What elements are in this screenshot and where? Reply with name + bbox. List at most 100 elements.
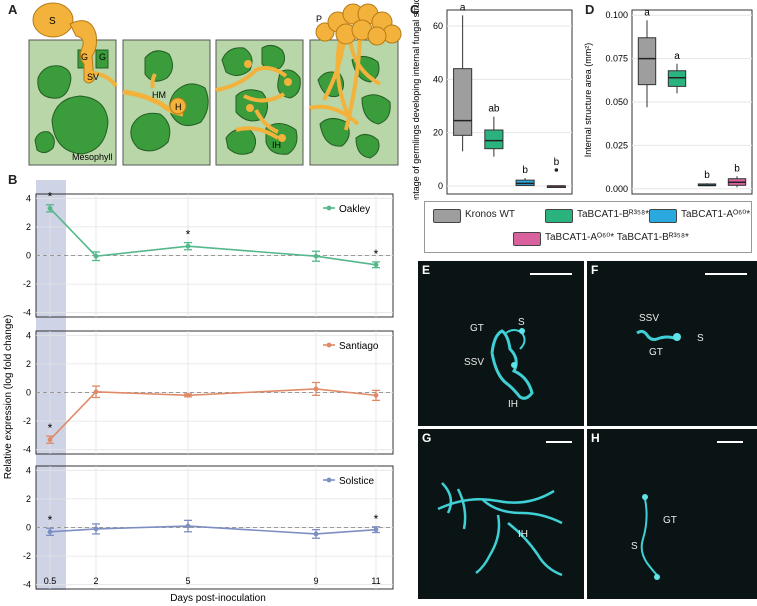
box-y-tick-label: 0 <box>438 181 443 191</box>
f-label-gt: GT <box>649 347 663 358</box>
stage-4-fungus <box>309 39 381 131</box>
b-data-point <box>47 205 53 211</box>
panel-letter-e: E <box>422 263 431 277</box>
b-y-tick-label: 0 <box>26 523 31 533</box>
hyphae-e <box>490 328 534 400</box>
panel-letter-f: F <box>591 263 599 277</box>
legend-swatch-kronos <box>433 209 461 223</box>
box-y-tick-label: 0.025 <box>605 140 628 150</box>
box-y-tick-label: 0.050 <box>605 97 628 107</box>
panel-c-boxplot: Percentage of germlings developing inter… <box>411 0 573 200</box>
label-sv: SV <box>87 72 99 82</box>
f-label-ssv: SSV <box>639 313 660 324</box>
box-y-tick-label: 0.075 <box>605 54 628 64</box>
box-body <box>453 68 473 136</box>
b-y-tick-label: 2 <box>26 359 31 369</box>
micrograph-g: G IH <box>418 429 584 599</box>
b-significance-star: * <box>374 512 379 526</box>
b-legend-dot <box>326 342 332 348</box>
hyphae-f <box>636 329 681 341</box>
b-data-point <box>313 253 319 259</box>
e-label-gt: GT <box>470 323 484 334</box>
b-data-point <box>185 392 191 398</box>
b-data-point <box>47 529 53 535</box>
b-x-axis-label: Days post-inoculation <box>170 593 266 604</box>
b-data-point <box>93 389 99 395</box>
panel-letter-d: D <box>585 2 595 17</box>
box-body <box>637 37 657 86</box>
b-x-tick-label: 11 <box>371 576 380 586</box>
stage-2-fungus <box>122 73 187 117</box>
legend-label-b: TaBCAT1-Bᴿ³⁵⁸* <box>577 209 650 220</box>
scale-bar-h <box>717 441 743 443</box>
b-x-tick-label: 2 <box>93 576 98 586</box>
panel-d-boxplot: Internal structure area (mm²) 0.000 0.025… <box>583 7 753 195</box>
b-y-tick-label: -2 <box>23 551 31 561</box>
b-legend-dot <box>326 205 332 211</box>
g-label-ih: IH <box>518 529 528 540</box>
micrograph-e: E GT S SSV IH <box>418 261 584 426</box>
box-y-tick-label: 0.100 <box>605 10 628 20</box>
b-data-point <box>373 392 379 398</box>
h-label-s: S <box>631 541 638 552</box>
b-data-point <box>93 526 99 532</box>
b-series-line-oakley <box>49 207 377 266</box>
b-y-tick-label: 4 <box>26 330 31 340</box>
b-legend-label-santiago: Santiago <box>339 341 379 352</box>
b-significance-star: * <box>48 421 53 435</box>
c-y-axis-label: Percentage of germlings developing inter… <box>411 0 421 200</box>
label-h: H <box>175 102 182 112</box>
b-legend-dot <box>326 477 332 483</box>
hyphae-h <box>640 494 660 580</box>
b-legend-label-oakley: Oakley <box>339 204 370 215</box>
b-data-point <box>93 253 99 259</box>
micrograph-f: F SSV S GT <box>587 261 757 426</box>
legend-swatch-double <box>513 232 541 246</box>
e-label-ssv: SSV <box>464 357 485 368</box>
box-significance-letter: a <box>674 51 680 62</box>
d-y-axis-label: Internal structure area (mm²) <box>583 43 593 158</box>
b-x-tick-label: 9 <box>313 576 318 586</box>
b-y-tick-label: 4 <box>26 465 31 475</box>
b-series-line-santiago <box>49 388 377 441</box>
e-label-ih: IH <box>508 399 518 410</box>
box-significance-letter: b <box>734 163 740 174</box>
label-guard-2: G <box>99 52 106 62</box>
label-guard-1: G <box>81 52 88 62</box>
f-label-s: S <box>697 333 704 344</box>
h-label-gt: GT <box>663 515 677 526</box>
b-significance-star: * <box>48 190 53 204</box>
box-y-tick-label: 60 <box>433 21 443 31</box>
b-legend-label-solstice: Solstice <box>339 476 374 487</box>
b-y-tick-label: 4 <box>26 193 31 203</box>
micrograph-h: H GT S <box>587 429 757 599</box>
b-data-point <box>313 386 319 392</box>
box-body <box>667 70 687 87</box>
hyphae-g <box>437 482 563 577</box>
panel-letter-b: B <box>8 172 18 187</box>
b-y-tick-label: 0 <box>26 251 31 261</box>
b-data-point <box>185 243 191 249</box>
box-y-tick-label: 20 <box>433 128 443 138</box>
stage-3-fungus <box>215 60 292 142</box>
highlight-band-0-5 <box>36 180 66 590</box>
b-y-tick-label: -4 <box>23 445 31 455</box>
scale-bar-e <box>530 273 572 275</box>
b-x-tick-label: 0.5 <box>44 576 57 586</box>
box-outlier <box>554 168 559 172</box>
panel-letter-c: C <box>410 2 420 17</box>
legend-label-kronos: Kronos WT <box>465 209 516 220</box>
box-body <box>484 129 504 150</box>
b-x-tick-label: 5 <box>185 576 190 586</box>
b-y-tick-label: -4 <box>23 308 31 318</box>
b-y-tick-label: -4 <box>23 580 31 590</box>
b-significance-star: * <box>186 228 191 242</box>
b-y-tick-label: 2 <box>26 494 31 504</box>
legend-label-double: TaBCAT1-Aᴼ⁶⁰* TaBCAT1-Bᴿ³⁵⁸* <box>545 232 689 243</box>
panel-letter-g: G <box>422 431 432 445</box>
b-data-point <box>185 523 191 529</box>
box-significance-letter: b <box>554 157 560 168</box>
b-y-tick-label: 2 <box>26 222 31 232</box>
label-hm: HM <box>152 90 166 100</box>
legend-swatch-b <box>545 209 573 223</box>
